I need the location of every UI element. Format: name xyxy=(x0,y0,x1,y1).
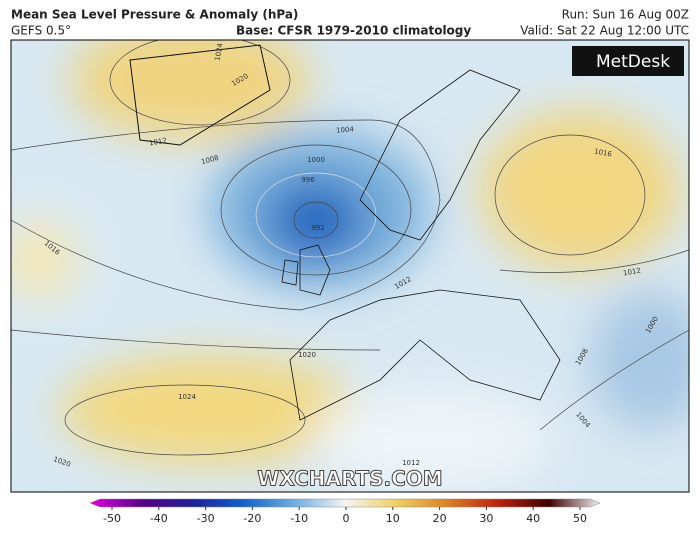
contour-label: 1024 xyxy=(178,393,196,401)
contour-label: 1020 xyxy=(298,351,316,359)
colorbar-tick-label: -40 xyxy=(150,512,168,525)
contour-label: 1016 xyxy=(594,148,613,159)
logo-box xyxy=(572,46,684,76)
contour-label: 1004 xyxy=(336,125,355,135)
colorbar-tick-label: -30 xyxy=(197,512,215,525)
valid: Valid: Sat 22 Aug 12:00 UTC xyxy=(520,24,689,38)
contour-label: 996 xyxy=(301,176,315,184)
colorbar-tick-label: 20 xyxy=(433,512,447,525)
contour-label: 1000 xyxy=(307,156,325,164)
watermark: WXCHARTS.COM xyxy=(257,467,442,491)
colorbar-tick-label: 40 xyxy=(526,512,540,525)
run: Run: Sun 16 Aug 00Z xyxy=(562,8,689,22)
contour-label: 1024 xyxy=(214,42,225,61)
map xyxy=(11,40,689,492)
contour-label: 1012 xyxy=(623,267,642,278)
contour-label: 1012 xyxy=(402,459,420,467)
colorbar-tick-label: 10 xyxy=(386,512,400,525)
colorbar-tick-label: 0 xyxy=(343,512,350,525)
contour-label: 1012 xyxy=(149,137,168,148)
colorbar-tick-label: -20 xyxy=(243,512,261,525)
logo: MetDesk xyxy=(596,52,670,72)
colorbar-tick-label: -10 xyxy=(290,512,308,525)
map-frame xyxy=(10,39,690,493)
colorbar-tick-label: 50 xyxy=(573,512,587,525)
colorbar xyxy=(89,498,601,508)
contour-label: 992 xyxy=(311,224,324,232)
colorbar-tick-label: -50 xyxy=(103,512,121,525)
model: GEFS 0.5° xyxy=(11,24,71,38)
base: Base: CFSR 1979-2010 climatology xyxy=(236,24,471,38)
title: Mean Sea Level Pressure & Anomaly (hPa) xyxy=(11,8,298,22)
colorbar-tick-label: 30 xyxy=(479,512,493,525)
